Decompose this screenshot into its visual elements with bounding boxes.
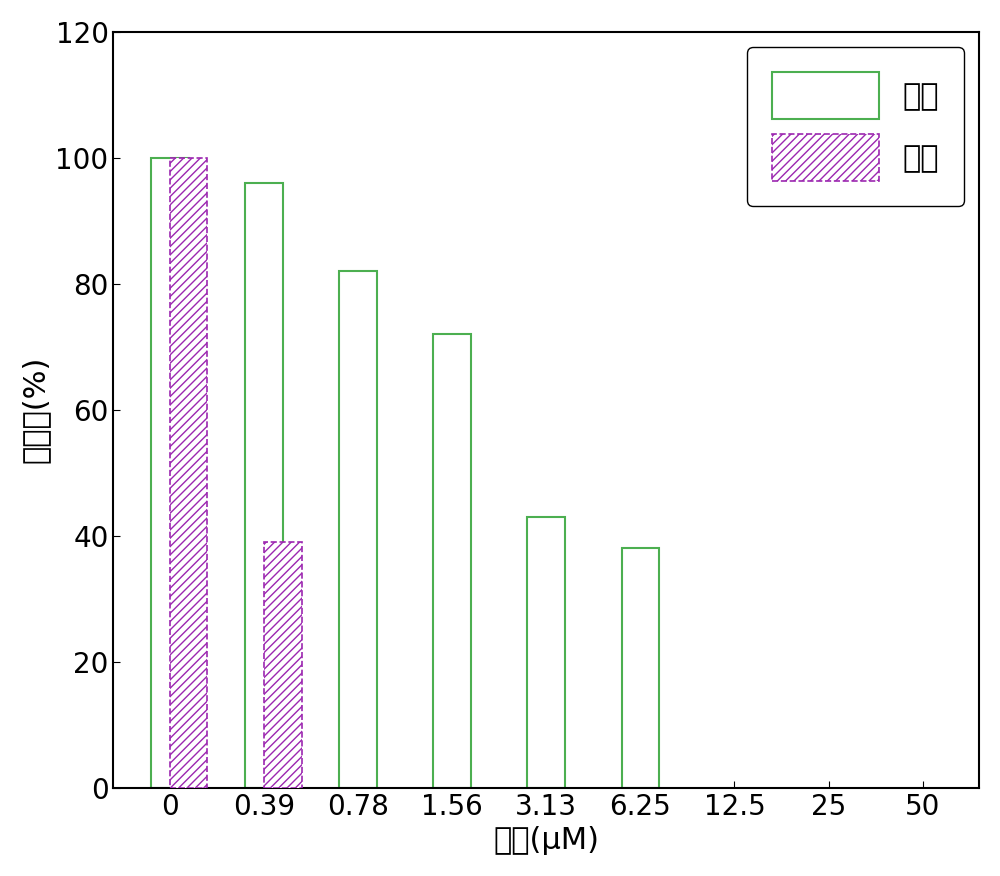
Bar [433, 335, 471, 788]
Y-axis label: 存活率(%): 存活率(%) [21, 357, 50, 463]
Bar [339, 272, 377, 788]
Bar [622, 548, 659, 788]
X-axis label: 浓度(μM): 浓度(μM) [493, 826, 599, 855]
Bar [264, 542, 302, 788]
Legend: 黑暗, 光照: 黑暗, 光照 [747, 47, 964, 206]
Bar [170, 158, 207, 788]
Bar [245, 183, 283, 788]
Bar [527, 517, 565, 788]
Bar [151, 158, 189, 788]
